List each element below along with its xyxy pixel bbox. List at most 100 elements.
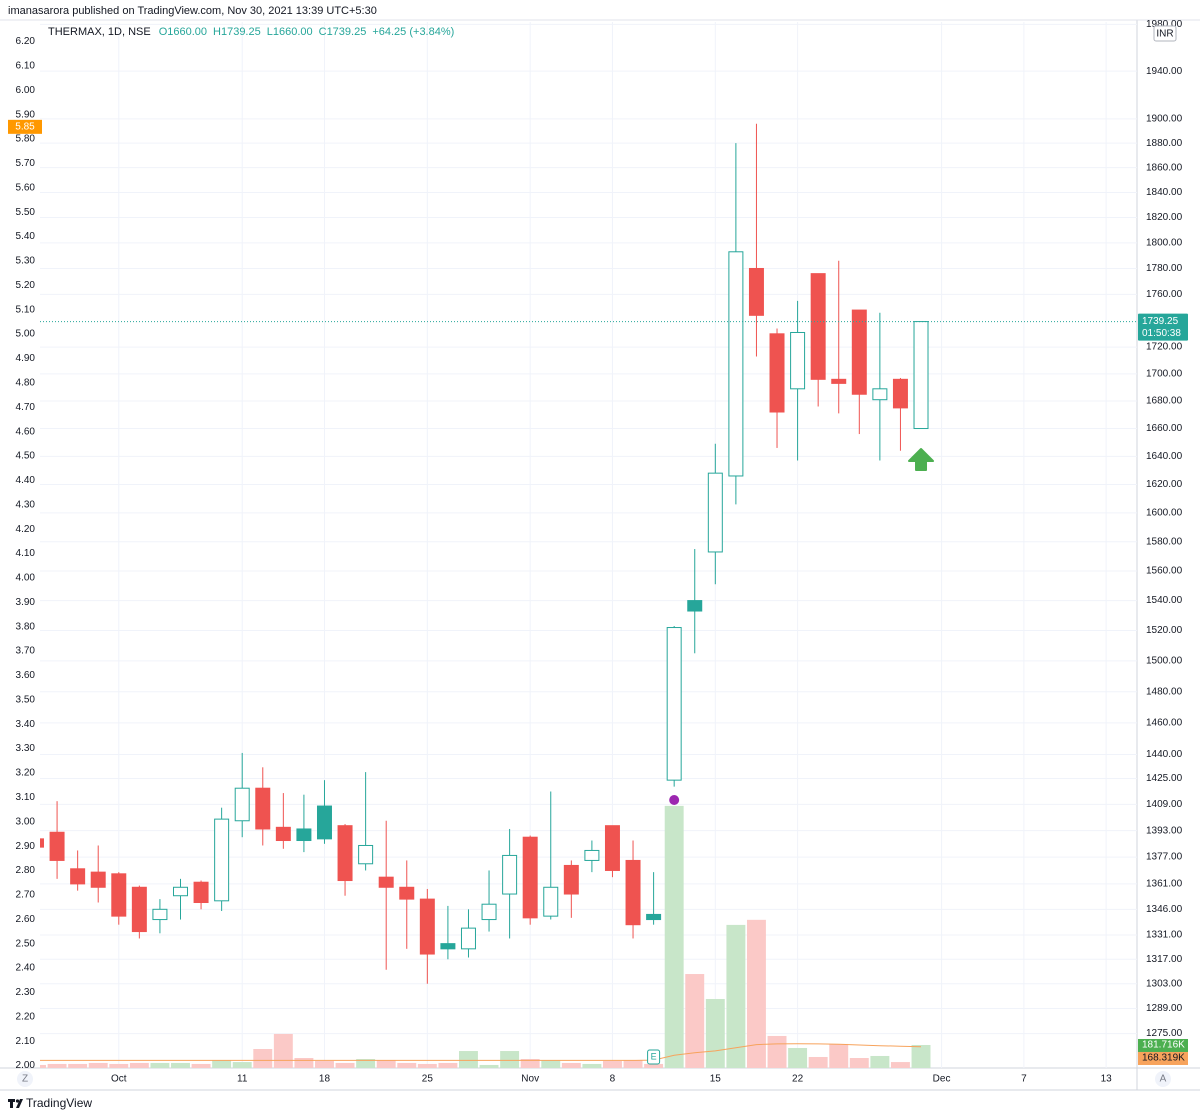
y2-marker-label: 5.85 [15, 121, 35, 132]
candle-body [316, 805, 332, 840]
price-tag-label: 1739.25 [1142, 316, 1179, 327]
volume-bar [356, 1059, 376, 1068]
candle-body [666, 627, 682, 781]
signal-dot [669, 795, 680, 805]
y2-tick-label: 3.00 [16, 816, 36, 827]
candle-body [646, 913, 662, 921]
y-tick-label: 1700.00 [1146, 369, 1183, 380]
candle-body [193, 881, 209, 904]
volume-bar [911, 1044, 931, 1068]
y2-tick-label: 4.90 [16, 353, 36, 364]
y2-tick-label: 5.10 [16, 304, 36, 315]
volume-ma-tag [1138, 1051, 1188, 1065]
candle-body [111, 873, 127, 917]
volume-bar [870, 1055, 890, 1068]
volume-bar [191, 1063, 211, 1068]
volume-bar [541, 1060, 561, 1068]
y2-tick-label: 3.60 [16, 670, 36, 681]
y-tick-label: 1409.00 [1146, 799, 1183, 810]
y-tick-label: 1640.00 [1146, 451, 1183, 462]
button-bg[interactable] [1155, 1071, 1171, 1087]
volume-bar [253, 1049, 273, 1068]
y2-tick-label: 2.00 [16, 1060, 36, 1071]
candle-body [913, 321, 929, 430]
candle-body [522, 836, 538, 919]
candle-body [90, 871, 106, 888]
x-tick-label: 22 [792, 1074, 804, 1085]
y2-tick-label: 2.50 [16, 938, 36, 949]
candle-body [40, 838, 44, 848]
y2-marker-tag [8, 119, 42, 134]
volume-tag [1138, 1038, 1188, 1052]
legend-value: C1739.25 [319, 26, 367, 38]
candle-body [172, 886, 188, 897]
volume-bar [808, 1056, 828, 1068]
volume-bar [68, 1063, 88, 1068]
candle-body [419, 898, 435, 955]
y-tick-label: 1940.00 [1146, 66, 1183, 77]
candle-body [563, 864, 579, 895]
y2-tick-label: 2.60 [16, 914, 36, 925]
price-tag [1138, 313, 1188, 341]
x-tick-label: Oct [111, 1074, 127, 1085]
y2-tick-label: 4.80 [16, 377, 36, 388]
y2-tick-label: 3.50 [16, 694, 36, 705]
zoom-button[interactable]: Z [22, 1074, 28, 1085]
y2-tick-label: 2.30 [16, 987, 36, 998]
auto-button[interactable]: A [1160, 1074, 1167, 1085]
y2-tick-label: 3.10 [16, 792, 36, 803]
up-arrow [908, 448, 935, 471]
y2-tick-label: 6.10 [16, 61, 36, 72]
y-tick-label: 1680.00 [1146, 396, 1183, 407]
volume-bar [232, 1062, 252, 1068]
volume-bar [705, 998, 725, 1068]
y-tick-label: 1275.00 [1146, 1028, 1183, 1039]
y-tick-label: 1840.00 [1146, 187, 1183, 198]
candle-body [604, 825, 620, 871]
candle-body [399, 886, 415, 900]
y-tick-label: 1440.00 [1146, 749, 1183, 760]
y2-tick-label: 2.40 [16, 963, 36, 974]
y-tick-label: 1820.00 [1146, 212, 1183, 223]
volume-bar [397, 1062, 417, 1068]
y2-tick-label: 3.80 [16, 621, 36, 632]
candle-body [234, 787, 250, 822]
candle-body [831, 378, 847, 384]
y2-tick-label: 4.70 [16, 402, 36, 413]
y-tick-label: 1289.00 [1146, 1003, 1183, 1014]
candle-body [275, 826, 291, 842]
y2-tick-label: 2.10 [16, 1036, 36, 1047]
y2-tick-label: 2.20 [16, 1011, 36, 1022]
volume-bar [746, 919, 766, 1068]
candle-body [131, 886, 147, 933]
y2-tick-label: 5.70 [16, 158, 36, 169]
x-tick-label: Dec [933, 1074, 951, 1085]
volume-bar [212, 1060, 232, 1068]
candle-body [707, 472, 723, 553]
y-tick-label: 1520.00 [1146, 625, 1183, 636]
y2-tick-label: 6.20 [16, 36, 36, 47]
y-tick-label: 1780.00 [1146, 263, 1183, 274]
y-tick-label: 1580.00 [1146, 536, 1183, 547]
volume-bar [623, 1060, 643, 1068]
candle-body [810, 273, 826, 380]
candle-body [872, 388, 888, 401]
y2-tick-label: 3.90 [16, 597, 36, 608]
volume-bar [582, 1063, 602, 1068]
y-tick-label: 1900.00 [1146, 114, 1183, 125]
legend-symbol: THERMAX, 1D, NSE [48, 26, 151, 38]
candle-body [440, 943, 456, 950]
volume-bar [520, 1059, 540, 1068]
footer: TradingView [26, 1096, 92, 1110]
volume-bar [603, 1061, 622, 1068]
button-bg[interactable] [17, 1071, 33, 1087]
volume-bar [376, 1060, 396, 1068]
y2-tick-label: 5.50 [16, 207, 36, 218]
y-tick-label: 1800.00 [1146, 238, 1183, 249]
volume-bar [273, 1033, 293, 1068]
volume-bar [294, 1057, 314, 1068]
volume-bar [335, 1062, 355, 1068]
volume-bar [109, 1063, 129, 1068]
